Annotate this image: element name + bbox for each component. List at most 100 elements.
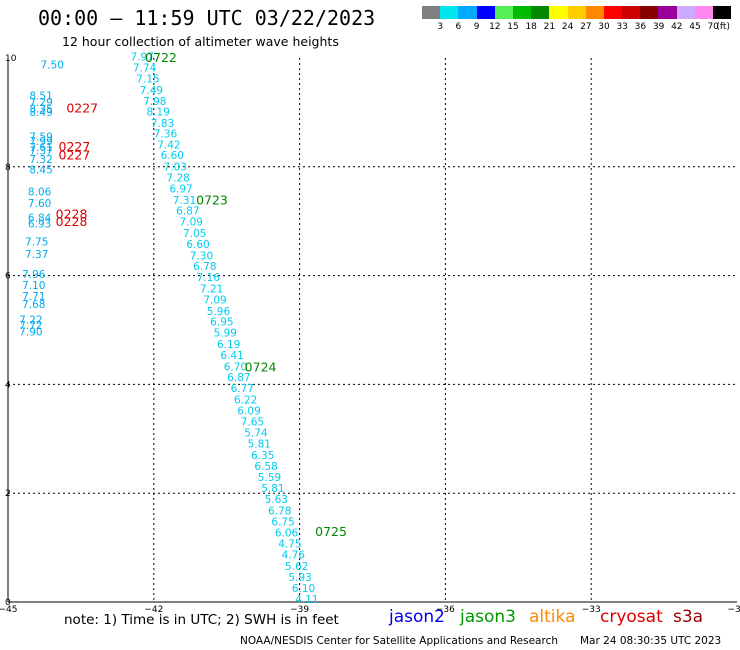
pass-time-label: 0228 [56, 214, 88, 229]
x-tick-label: −36 [436, 605, 455, 615]
wave-height-value: 6.87 [176, 206, 199, 218]
color-scale-label: 45 [689, 22, 701, 32]
wave-height-value: 7.71 [22, 291, 45, 303]
wave-height-value: 6.41 [220, 350, 243, 362]
wave-height-value: 7.90 [19, 326, 42, 338]
wave-height-color-scale [422, 6, 732, 19]
color-scale-label: 18 [525, 22, 537, 32]
wave-height-value: 8.19 [147, 107, 170, 119]
wave-height-value: 7.21 [200, 283, 223, 295]
color-scale-label: 36 [634, 22, 647, 32]
wave-height-value: 5.96 [207, 306, 231, 318]
legend-cryosat: cryosat [600, 607, 663, 627]
wave-height-value: 7.36 [154, 128, 178, 140]
color-scale-label: 6 [455, 22, 462, 32]
wave-height-value: 4.76 [282, 549, 306, 561]
y-tick-label: 4 [5, 380, 11, 390]
color-scale-cell [658, 6, 677, 19]
x-tick-label: −30 [728, 605, 740, 615]
wave-height-value: 7.10 [22, 280, 45, 292]
color-scale-label: 27 [580, 22, 592, 32]
wave-height-value: 7.97 [130, 52, 153, 64]
pass-time-label: 0228 [56, 206, 88, 221]
generated-timestamp: Mar 24 08:30:35 UTC 2023 [580, 635, 722, 647]
wave-height-value: 6.60 [161, 150, 184, 162]
pass-time-label: 0227 [59, 139, 91, 154]
wave-height-value: 7.09 [180, 217, 203, 229]
wave-height-value: 8.06 [28, 187, 52, 199]
pass-time-label: 0723 [196, 192, 228, 207]
credit-line: NOAA/NESDIS Center for Satellite Applica… [240, 635, 558, 647]
wave-height-value: 6.75 [271, 516, 294, 528]
color-scale-label: 21 [543, 22, 556, 32]
wave-height-value: 5.59 [258, 472, 281, 484]
y-tick-label: 0 [5, 598, 11, 608]
wave-height-value: 7.49 [140, 85, 163, 97]
wave-height-value: 8.35 [29, 103, 52, 115]
wave-height-value: 6.22 [234, 394, 257, 406]
color-scale-label: 42 [671, 22, 683, 32]
color-scale-label: 9 [473, 22, 480, 32]
wave-height-value: 8.49 [29, 107, 52, 119]
wave-height-value: 7.05 [183, 228, 206, 240]
wave-height-value: 7.61 [29, 142, 52, 154]
color-scale-label: 24 [561, 22, 574, 32]
color-scale-label: 12 [489, 22, 501, 32]
wave-height-value: 6.87 [227, 372, 250, 384]
x-tick-label: −39 [290, 605, 309, 615]
wave-height-value: 6.19 [217, 339, 240, 351]
wave-height-value: 6.09 [237, 405, 260, 417]
wave-height-value: 7.98 [143, 96, 166, 108]
color-scale-labels: 3 6 9 12 15 18 21 24 27 30 33 36 39 42 45 70 (ft) [422, 22, 740, 34]
wave-height-value: 7.31 [173, 195, 196, 207]
color-scale-label: 3 [437, 22, 444, 32]
color-scale-cell [494, 6, 513, 19]
wave-height-value: 8.45 [29, 164, 52, 176]
color-scale-cell [476, 6, 495, 19]
wave-height-value: 6.77 [231, 383, 254, 395]
wave-height-value: 6.35 [251, 450, 274, 462]
wave-height-value: 7.32 [29, 154, 52, 166]
wave-height-value: 7.59 [29, 132, 52, 144]
color-scale-cell [512, 6, 532, 19]
x-tick-label: −42 [144, 605, 163, 615]
y-tick-label: 6 [5, 272, 11, 282]
wave-height-value: 7.72 [19, 320, 42, 332]
y-tick-label: 2 [5, 489, 11, 499]
wave-height-value: 7.60 [28, 198, 51, 210]
wave-height-value: 7.42 [157, 139, 180, 151]
color-scale-cell [567, 6, 586, 19]
wave-height-value: 7.99 [29, 136, 52, 148]
pass-time-label: 0227 [66, 100, 98, 115]
wave-height-value: 7.09 [203, 294, 226, 306]
wave-height-value: 7.75 [25, 237, 48, 249]
wave-height-value: 5.81 [248, 439, 271, 451]
color-scale-cell [422, 6, 441, 19]
color-scale-cell [622, 6, 641, 19]
pass-time-label: 0725 [315, 524, 347, 539]
wave-height-value: 7.83 [151, 118, 174, 130]
color-scale-cell [458, 6, 477, 19]
color-scale-label: 39 [652, 22, 665, 32]
color-scale-cell [585, 6, 604, 19]
wave-height-value: 6.78 [193, 261, 216, 273]
y-tick-label: 8 [5, 163, 11, 173]
pass-time-label: 0722 [145, 50, 177, 65]
wave-height-value: 7.74 [133, 63, 157, 75]
wave-height-value: 7.65 [241, 417, 264, 429]
wave-height-value: 7.28 [166, 172, 189, 184]
color-scale-unit: (ft) [716, 22, 730, 32]
legend-altika: altika [529, 607, 576, 627]
wave-height-value: 7.22 [19, 314, 42, 326]
wave-height-value: 4.11 [295, 594, 318, 606]
wave-height-value: 6.95 [210, 317, 233, 329]
pass-time-label: 0724 [245, 359, 277, 374]
wave-height-value: 6.97 [169, 183, 192, 195]
color-scale-label: 33 [616, 22, 628, 32]
wave-height-value: 5.99 [214, 328, 237, 340]
color-scale-cell [531, 6, 550, 19]
wave-height-value: 7.68 [22, 299, 45, 311]
color-scale-cell [440, 6, 459, 19]
